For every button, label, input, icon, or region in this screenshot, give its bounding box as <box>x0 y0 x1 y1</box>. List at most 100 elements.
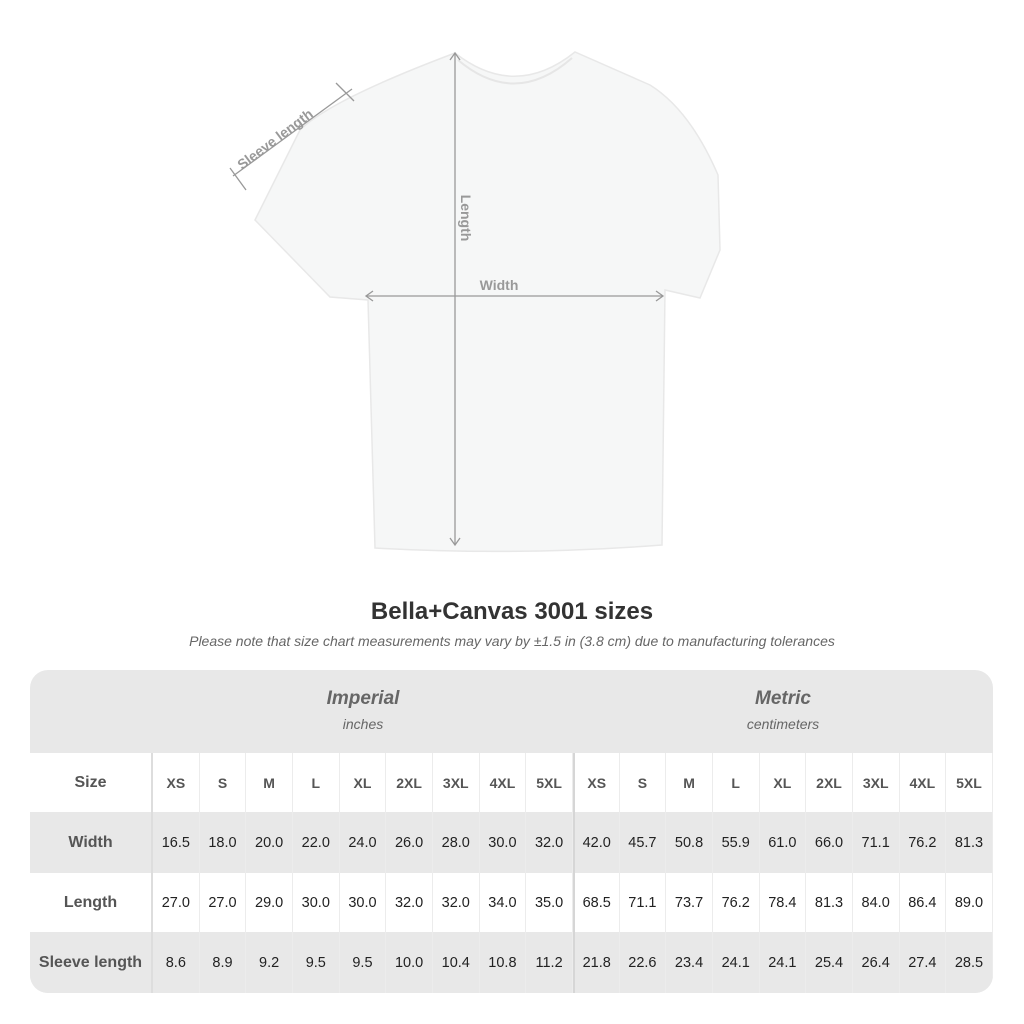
imperial-value-cell: 18.0 <box>200 812 247 873</box>
metric-size-header: 2XL <box>806 753 853 812</box>
imperial-value-cell: 29.0 <box>246 873 293 932</box>
metric-value-cell: 89.0 <box>946 873 993 932</box>
imperial-value-cell: 20.0 <box>246 812 293 873</box>
length-arrow-bottom <box>449 537 461 547</box>
imperial-title: Imperial <box>326 688 400 709</box>
metric-size-header: S <box>620 753 667 812</box>
metric-size-header: 4XL <box>900 753 947 812</box>
imperial-size-header: 3XL <box>433 753 480 812</box>
imperial-value-cell: 32.0 <box>433 873 480 932</box>
metric-value-cell: 61.0 <box>760 812 807 873</box>
imperial-value-cell: 30.0 <box>293 873 340 932</box>
imperial-size-header: XL <box>340 753 387 812</box>
metric-value-cell: 24.1 <box>760 932 807 993</box>
imperial-value-cell: 27.0 <box>200 873 247 932</box>
metric-value-cell: 68.5 <box>572 873 620 932</box>
imperial-value-cell: 10.0 <box>386 932 433 993</box>
metric-value-cell: 66.0 <box>806 812 853 873</box>
metric-unit: centimeters <box>746 716 820 732</box>
row-label: Length <box>30 873 153 932</box>
tshirt-shape <box>254 51 721 553</box>
metric-value-cell: 26.4 <box>853 932 900 993</box>
metric-size-header: 3XL <box>853 753 900 812</box>
imperial-value-cell: 32.0 <box>386 873 433 932</box>
size-table: Imperial inches Metric centimeters Size X… <box>30 670 993 993</box>
imperial-value-cell: 10.8 <box>480 932 527 993</box>
metric-value-cell: 21.8 <box>572 932 620 993</box>
size-row: Size XS S M L XL 2XL 3XL 4XL 5XL XS S M L XL 2XL 3XL 4XL 5… <box>30 753 993 812</box>
imperial-value-cell: 11.2 <box>526 932 573 993</box>
sleeve-tick-right <box>335 82 355 102</box>
imperial-value-cell: 9.2 <box>246 932 293 993</box>
metric-value-cell: 55.9 <box>713 812 760 873</box>
metric-value-cell: 86.4 <box>900 873 947 932</box>
metric-size-header: 5XL <box>946 753 993 812</box>
imperial-size-header: S <box>200 753 247 812</box>
neckline <box>457 57 573 85</box>
metric-value-cell: 81.3 <box>946 812 993 873</box>
imperial-value-cell: 9.5 <box>293 932 340 993</box>
tolerance-note: Please note that size chart measurements… <box>189 633 835 649</box>
page-title: Bella+Canvas 3001 sizes <box>370 598 654 625</box>
imperial-value-cell: 22.0 <box>293 812 340 873</box>
imperial-value-cell: 24.0 <box>340 812 387 873</box>
imperial-value-cell: 9.5 <box>340 932 387 993</box>
imperial-size-header: 5XL <box>526 753 573 812</box>
metric-title: Metric <box>755 688 811 709</box>
imperial-size-header: 2XL <box>386 753 433 812</box>
metric-size-header: XS <box>572 753 620 812</box>
imperial-value-cell: 28.0 <box>433 812 480 873</box>
width-label: Width <box>480 277 519 293</box>
tshirt-diagram: Sleeve length Length Width <box>229 51 721 553</box>
sleeve-length-row: Sleeve length 8.6 8.9 9.2 9.5 9.5 10.0 10.4 10.8… <box>30 932 993 993</box>
width-row: Width 16.5 18.0 20.0 22.0 24.0 26.0 28.0 30.0 32.… <box>30 812 993 873</box>
metric-size-header: XL <box>760 753 807 812</box>
length-row: Length 27.0 27.0 29.0 30.0 30.0 32.0 32.0 34.0 35… <box>30 873 993 932</box>
length-label: Length <box>458 195 474 242</box>
imperial-size-header: L <box>293 753 340 812</box>
imperial-value-cell: 32.0 <box>526 812 573 873</box>
imperial-size-header: XS <box>153 753 200 812</box>
metric-value-cell: 25.4 <box>806 932 853 993</box>
length-arrow-top <box>449 51 461 61</box>
imperial-size-header: 4XL <box>480 753 527 812</box>
imperial-value-cell: 30.0 <box>340 873 387 932</box>
imperial-value-cell: 30.0 <box>480 812 527 873</box>
metric-value-cell: 27.4 <box>900 932 947 993</box>
metric-value-cell: 24.1 <box>713 932 760 993</box>
metric-value-cell: 22.6 <box>620 932 667 993</box>
metric-header: Metric centimeters <box>573 670 993 753</box>
width-arrow-right <box>655 290 665 302</box>
metric-value-cell: 78.4 <box>760 873 807 932</box>
imperial-value-cell: 34.0 <box>480 873 527 932</box>
metric-size-header: L <box>713 753 760 812</box>
metric-value-cell: 50.8 <box>666 812 713 873</box>
metric-size-header: M <box>666 753 713 812</box>
metric-value-cell: 42.0 <box>572 812 620 873</box>
metric-value-cell: 71.1 <box>620 873 667 932</box>
metric-value-cell: 84.0 <box>853 873 900 932</box>
width-arrow-left <box>364 290 374 302</box>
metric-value-cell: 73.7 <box>666 873 713 932</box>
imperial-value-cell: 8.6 <box>153 932 200 993</box>
row-label: Size <box>30 753 153 812</box>
metric-value-cell: 81.3 <box>806 873 853 932</box>
metric-value-cell: 76.2 <box>713 873 760 932</box>
imperial-value-cell: 16.5 <box>153 812 200 873</box>
metric-value-cell: 28.5 <box>946 932 993 993</box>
imperial-header: Imperial inches <box>153 670 573 753</box>
metric-value-cell: 76.2 <box>900 812 947 873</box>
row-label: Sleeve length <box>30 932 153 993</box>
metric-value-cell: 71.1 <box>853 812 900 873</box>
row-label: Width <box>30 812 153 873</box>
imperial-value-cell: 35.0 <box>526 873 573 932</box>
imperial-value-cell: 10.4 <box>433 932 480 993</box>
metric-value-cell: 45.7 <box>620 812 667 873</box>
imperial-size-header: M <box>246 753 293 812</box>
sleeve-tick-left <box>229 167 247 191</box>
imperial-value-cell: 27.0 <box>153 873 200 932</box>
sleeve-line <box>232 88 353 177</box>
metric-value-cell: 23.4 <box>666 932 713 993</box>
imperial-value-cell: 8.9 <box>200 932 247 993</box>
